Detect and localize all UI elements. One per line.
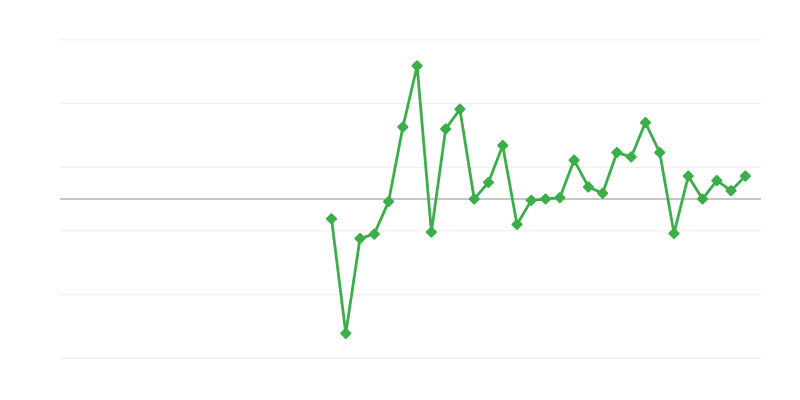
data-point-marker[interactable]	[568, 154, 580, 166]
data-point-marker[interactable]	[739, 170, 751, 182]
data-point-marker[interactable]	[440, 123, 452, 135]
data-point-marker[interactable]	[668, 227, 680, 239]
data-point-marker[interactable]	[711, 174, 723, 187]
data-point-marker[interactable]	[639, 116, 652, 129]
data-point-marker[interactable]	[482, 176, 495, 189]
data-point-marker[interactable]	[497, 139, 509, 152]
data-point-marker[interactable]	[425, 226, 437, 238]
data-point-marker[interactable]	[696, 193, 709, 205]
data-point-marker[interactable]	[397, 121, 409, 133]
data-point-marker[interactable]	[554, 192, 566, 204]
data-point-marker[interactable]	[725, 185, 737, 197]
data-point-marker[interactable]	[597, 187, 609, 199]
data-point-marker[interactable]	[354, 232, 366, 245]
data-point-marker[interactable]	[654, 146, 666, 159]
data-point-marker[interactable]	[368, 228, 380, 240]
data-point-marker[interactable]	[682, 170, 694, 182]
data-point-marker[interactable]	[525, 194, 537, 206]
data-point-marker[interactable]	[325, 213, 338, 225]
data-point-marker[interactable]	[511, 218, 523, 231]
data-point-marker[interactable]	[468, 193, 480, 205]
data-point-marker[interactable]	[382, 195, 395, 208]
data-point-marker[interactable]	[582, 181, 594, 193]
data-line	[330, 64, 747, 335]
data-point-marker[interactable]	[539, 193, 552, 205]
data-point-marker[interactable]	[340, 327, 352, 340]
data-point-marker[interactable]	[625, 151, 637, 163]
data-point-marker[interactable]	[454, 103, 466, 115]
data-point-marker[interactable]	[411, 60, 423, 72]
data-point-marker[interactable]	[611, 146, 623, 159]
